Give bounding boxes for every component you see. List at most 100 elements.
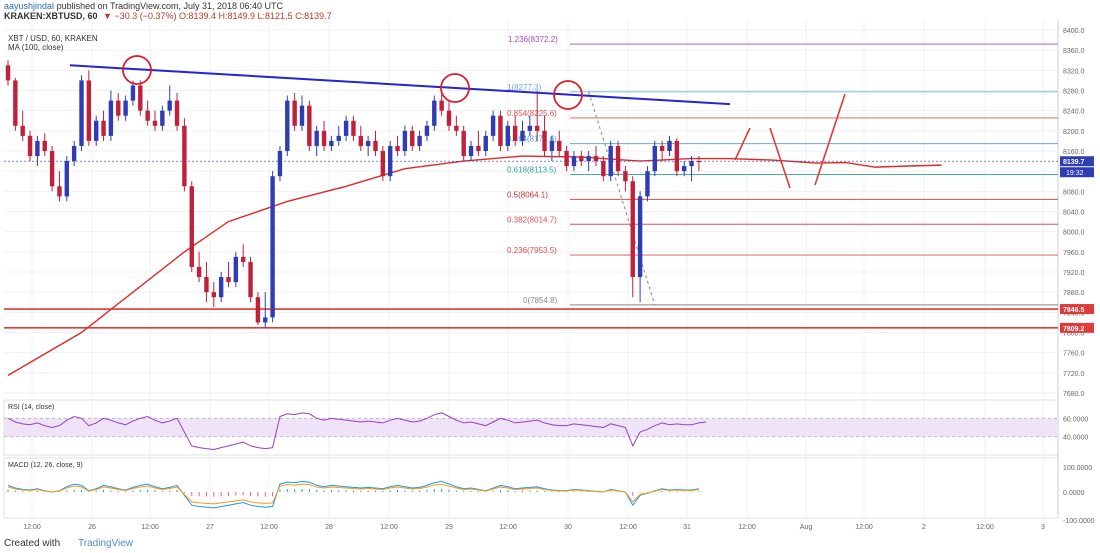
chart-header: aayushjindal published on TradingView.co… (0, 0, 1100, 22)
chart-canvas[interactable]: 7680.07720.07760.07800.07840.07880.07920… (0, 20, 1100, 535)
candle-body (292, 100, 297, 126)
candle-body (535, 125, 540, 131)
candle-body (674, 140, 680, 172)
candle-body (667, 140, 672, 151)
support-badge (1060, 322, 1094, 333)
y-tick-label: 8280.0 (1063, 89, 1085, 96)
x-tick-label: 12:00 (976, 524, 994, 531)
candle-body (49, 151, 55, 187)
x-tick-label: 2 (922, 524, 926, 531)
macd-tick: -100.0000 (1063, 518, 1095, 525)
fib-label: 0(7854.8) (523, 296, 558, 305)
candle-body (13, 80, 18, 126)
x-tick-label: 12:00 (23, 524, 41, 531)
candle-body (343, 120, 349, 136)
y-tick-label: 7680.0 (1063, 391, 1085, 398)
x-tick-label: 29 (445, 524, 453, 531)
macd-tick: 100.0000 (1063, 465, 1092, 472)
countdown-badge (1060, 167, 1094, 178)
candle-body (586, 156, 591, 162)
x-tick-label: 30 (564, 524, 572, 531)
chart-title: XBT / USD, 60, KRAKEN (8, 34, 98, 43)
macd-tick: 0.0000 (1063, 490, 1085, 497)
candle-body (27, 135, 33, 157)
x-tick-label: 12:00 (619, 524, 637, 531)
last-price-label: 8139.7 (1063, 159, 1085, 166)
candle-body (424, 125, 430, 136)
candle-body (593, 156, 599, 162)
fib-label: 0.618(8113.5) (507, 165, 557, 174)
candle-body (123, 100, 128, 116)
candle-body (498, 115, 503, 146)
macd-histogram (7, 488, 700, 497)
candle-body (608, 145, 613, 177)
fib-connector (588, 91, 656, 306)
rsi-tick: 40.0000 (1063, 435, 1088, 442)
resistance-circle (440, 73, 470, 103)
candle-body (285, 100, 290, 151)
candle-body (579, 156, 584, 162)
y-tick-label: 8360.0 (1063, 48, 1085, 55)
candle-body (329, 140, 334, 146)
y-tick-label: 8240.0 (1063, 109, 1085, 116)
x-tick-label: 28 (325, 524, 333, 531)
candle-body (365, 140, 371, 146)
ma-label: MA (100, close) (8, 43, 64, 52)
macd-label: MACD (12, 26, close, 9) (8, 462, 83, 469)
candle-body (255, 297, 261, 323)
candle-body (549, 140, 555, 151)
rsi-line (7, 412, 707, 451)
candle-body (476, 145, 481, 151)
candle-body (204, 277, 209, 293)
candle-body (659, 145, 665, 151)
candle-body (395, 145, 400, 151)
publish-info: aayushjindal published on TradingView.co… (4, 1, 283, 11)
created-with-text: Created with (4, 538, 61, 549)
y-tick-label: 8320.0 (1063, 68, 1085, 75)
footer: Created with TradingView (0, 535, 1100, 553)
candle-body (152, 120, 158, 126)
support-badge (1060, 304, 1094, 315)
candle-body (299, 105, 305, 126)
candle-body (167, 100, 172, 111)
fib-label: 1(8277.3) (507, 83, 542, 92)
fib-label: 1.236(8372.2) (508, 35, 558, 44)
candle-body (601, 161, 606, 177)
x-tick-label: 12:00 (380, 524, 398, 531)
candle-body (652, 145, 657, 172)
candle-body (454, 125, 459, 131)
candle-body (101, 120, 106, 136)
candle-body (615, 145, 621, 172)
author-link[interactable]: aayushjindal (4, 1, 55, 11)
x-tick-label: 12:00 (738, 524, 756, 531)
candle-body (71, 145, 77, 162)
candle-body (321, 130, 327, 146)
candle-body (35, 140, 40, 157)
candle-body (439, 100, 444, 111)
x-tick-label: 12:00 (499, 524, 517, 531)
candle-body (483, 135, 488, 151)
support-label: 7846.5 (1063, 307, 1085, 314)
candle-body (637, 196, 643, 278)
candle-body (373, 140, 378, 151)
x-tick-label: 12:00 (260, 524, 278, 531)
candle-body (623, 171, 628, 182)
y-tick-label: 7920.0 (1063, 270, 1085, 277)
candle-body (218, 277, 224, 298)
x-tick-label: 26 (88, 524, 96, 531)
candle-body (490, 115, 496, 136)
tradingview-logo[interactable]: TradingView (78, 538, 134, 549)
rsi-label: RSI (14, close) (8, 404, 54, 411)
candles (5, 60, 702, 328)
candle-body (145, 110, 150, 121)
symbol-line: KRAKEN:XBTUSD, 60 ▼ −30.3 (−0.37%) O:813… (4, 11, 332, 21)
fib-label: 0.854(8225.6) (507, 109, 557, 118)
resistance-circle (553, 80, 583, 110)
candle-body (57, 186, 62, 197)
candle-body (226, 277, 231, 283)
candle-body (64, 161, 69, 197)
candle-body (358, 135, 363, 146)
candle-body (512, 125, 518, 141)
candle-body (542, 130, 547, 151)
candle-body (417, 135, 422, 146)
